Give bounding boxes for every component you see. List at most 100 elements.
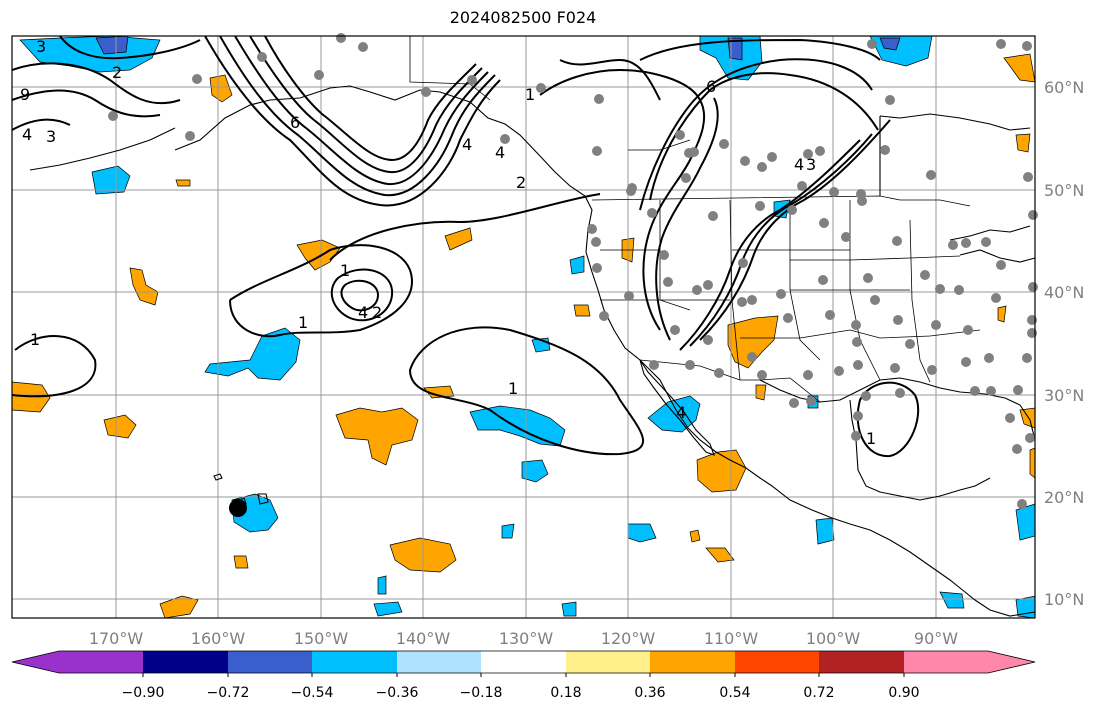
station-dot (867, 39, 877, 49)
station-dot (905, 339, 915, 349)
lon-label: 130°W (499, 629, 554, 648)
contour-label: 3 (46, 127, 56, 146)
positive-area (296, 239, 341, 271)
station-dot (647, 208, 657, 218)
station-dot (841, 232, 851, 242)
lat-label: 20°N (1044, 488, 1084, 507)
colorbar-segment (397, 651, 481, 673)
contour-label: 3 (36, 37, 46, 56)
negative-area (569, 255, 585, 275)
colorbar-labels: −0.90 −0.72 −0.54 −0.36 −0.18 0.18 0.36 … (122, 685, 920, 701)
contour-label: 6 (290, 113, 300, 132)
station-dot (685, 360, 695, 370)
station-dot (819, 218, 829, 228)
station-dot (783, 313, 793, 323)
positive-area (175, 179, 191, 187)
station-dot (738, 258, 748, 268)
station-dot (755, 201, 765, 211)
station-dot (852, 337, 862, 347)
marker-dot (229, 499, 247, 517)
colorbar-outline (11, 650, 1036, 674)
contour-labels: 3 2 9 4 3 6 4 2 1 4 1 4 2 1 1 1 6 4 3 4 … (20, 37, 876, 448)
station-dot (890, 363, 900, 373)
lon-label: 170°W (89, 629, 144, 648)
station-dot (895, 388, 905, 398)
station-dot (692, 285, 702, 295)
lat-label: 40°N (1044, 283, 1084, 302)
contour-label: 1 (525, 85, 535, 104)
lat-label: 30°N (1044, 386, 1084, 405)
station-dot (500, 134, 510, 144)
station-dot (1023, 172, 1033, 182)
colorbar-segment (143, 651, 228, 673)
positive-area (444, 227, 473, 251)
positive-area (727, 315, 779, 369)
station-dot (740, 156, 750, 166)
station-dot (659, 250, 669, 260)
colorbar-tick-label: 0.36 (634, 685, 665, 701)
station-dot (893, 315, 903, 325)
map-border (11, 35, 1036, 619)
station-dot (806, 396, 816, 406)
positive-area (755, 384, 767, 401)
station-dot (829, 187, 839, 197)
colorbar-segment (312, 651, 397, 673)
colorbar-segment (566, 651, 650, 673)
station-dot (825, 310, 835, 320)
graticule (12, 36, 1035, 618)
contour-label: 2 (372, 303, 382, 322)
positive-area (1029, 447, 1036, 479)
station-dot (851, 431, 861, 441)
strong-negative-area (95, 35, 129, 55)
colorbar-tick-label: 0.72 (803, 685, 834, 701)
colorbar-tick-label: −0.36 (376, 685, 419, 701)
station-dot (926, 170, 936, 180)
colorbar-segment (819, 651, 904, 673)
station-dot (747, 295, 757, 305)
positive-area (696, 449, 747, 493)
station-dot (757, 370, 767, 380)
station-dot (358, 42, 368, 52)
station-dot (592, 263, 602, 273)
station-dot (984, 353, 994, 363)
latitude-labels: 60°N 50°N 40°N 30°N 20°N 10°N (1044, 78, 1084, 609)
map-title: 2024082500 F024 (449, 8, 597, 27)
contour-label: 1 (866, 429, 876, 448)
negative-area (204, 327, 301, 381)
contour-label: 1 (298, 313, 308, 332)
lat-label: 60°N (1044, 78, 1084, 97)
contour-label: 4 (794, 155, 804, 174)
station-dot (591, 237, 601, 247)
station-dot (336, 33, 346, 43)
station-dot (927, 365, 937, 375)
shaded-fields (11, 35, 1036, 619)
colorbar-tick-label: −0.72 (207, 685, 250, 701)
station-dot (757, 162, 767, 172)
station-dot (421, 87, 431, 97)
lon-label: 160°W (191, 629, 246, 648)
station-dot (663, 277, 673, 287)
lon-label: 90°W (914, 629, 958, 648)
strong-negative-area (879, 37, 901, 51)
station-dot (970, 386, 980, 396)
positive-area (997, 305, 1007, 323)
positive-area (335, 407, 419, 466)
station-dot (803, 149, 813, 159)
station-points (108, 33, 1038, 509)
colorbar-tick-label: −0.54 (291, 685, 334, 701)
contour-label: 4 (22, 125, 32, 144)
station-dot (594, 94, 604, 104)
station-dot (624, 291, 634, 301)
station-dot (467, 75, 477, 85)
contour-label: 2 (516, 173, 526, 192)
contour-label: 1 (508, 379, 518, 398)
positive-area (705, 547, 735, 563)
station-dot (986, 386, 996, 396)
station-dot (714, 368, 724, 378)
colorbar-segment (904, 651, 988, 673)
lon-label: 110°W (704, 629, 759, 648)
station-dot (961, 357, 971, 367)
station-dot (996, 260, 1006, 270)
station-dot (948, 240, 958, 250)
colorbar-tick-label: −0.18 (460, 685, 503, 701)
